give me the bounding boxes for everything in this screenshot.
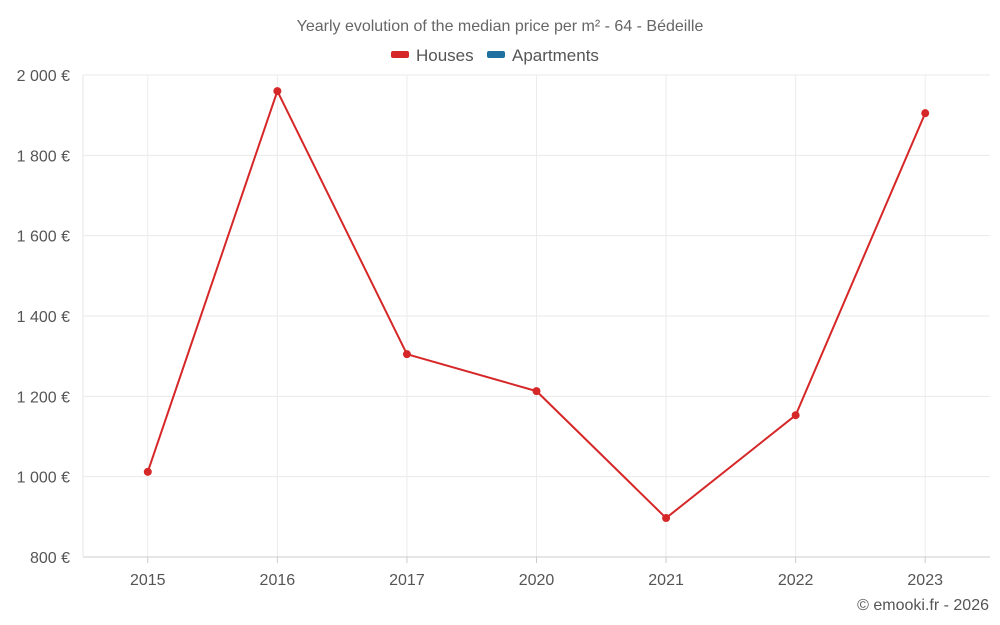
x-tick-label: 2016 (260, 572, 296, 589)
y-tick-label: 1 800 € (17, 148, 70, 165)
y-tick-label: 800 € (30, 550, 70, 567)
x-tick-label: 2017 (389, 572, 425, 589)
chart-title: Yearly evolution of the median price per… (297, 18, 704, 35)
legend-label-houses: Houses (416, 46, 474, 65)
legend: Houses Apartments (391, 46, 599, 65)
y-tick-label: 1 600 € (17, 229, 70, 246)
axes: 800 € 1 000 € 1 200 € 1 400 € 1 600 € 1 800 €… (17, 68, 990, 589)
legend-swatch-houses (391, 51, 409, 58)
series-layer (143, 87, 930, 523)
x-tick-label: 2023 (907, 572, 943, 589)
data-point-houses[interactable] (402, 350, 411, 359)
legend-swatch-apartments (487, 51, 505, 58)
y-tick-label: 1 000 € (17, 470, 70, 487)
credit-text: © emooki.fr - 2026 (857, 597, 989, 614)
legend-label-apartments: Apartments (512, 46, 599, 65)
data-point-houses[interactable] (273, 87, 282, 96)
y-tick-label: 1 400 € (17, 309, 70, 326)
x-tick-label: 2015 (130, 572, 166, 589)
data-point-houses[interactable] (143, 467, 152, 476)
x-tick-label: 2022 (778, 572, 814, 589)
data-point-houses[interactable] (921, 109, 930, 118)
x-tick-label: 2020 (519, 572, 555, 589)
data-point-houses[interactable] (662, 514, 671, 523)
y-tick-label: 2 000 € (17, 68, 70, 85)
data-point-houses[interactable] (791, 411, 800, 420)
data-point-houses[interactable] (532, 387, 541, 396)
x-tick-label: 2021 (648, 572, 684, 589)
grid (83, 74, 990, 558)
y-tick-label: 1 200 € (17, 389, 70, 406)
